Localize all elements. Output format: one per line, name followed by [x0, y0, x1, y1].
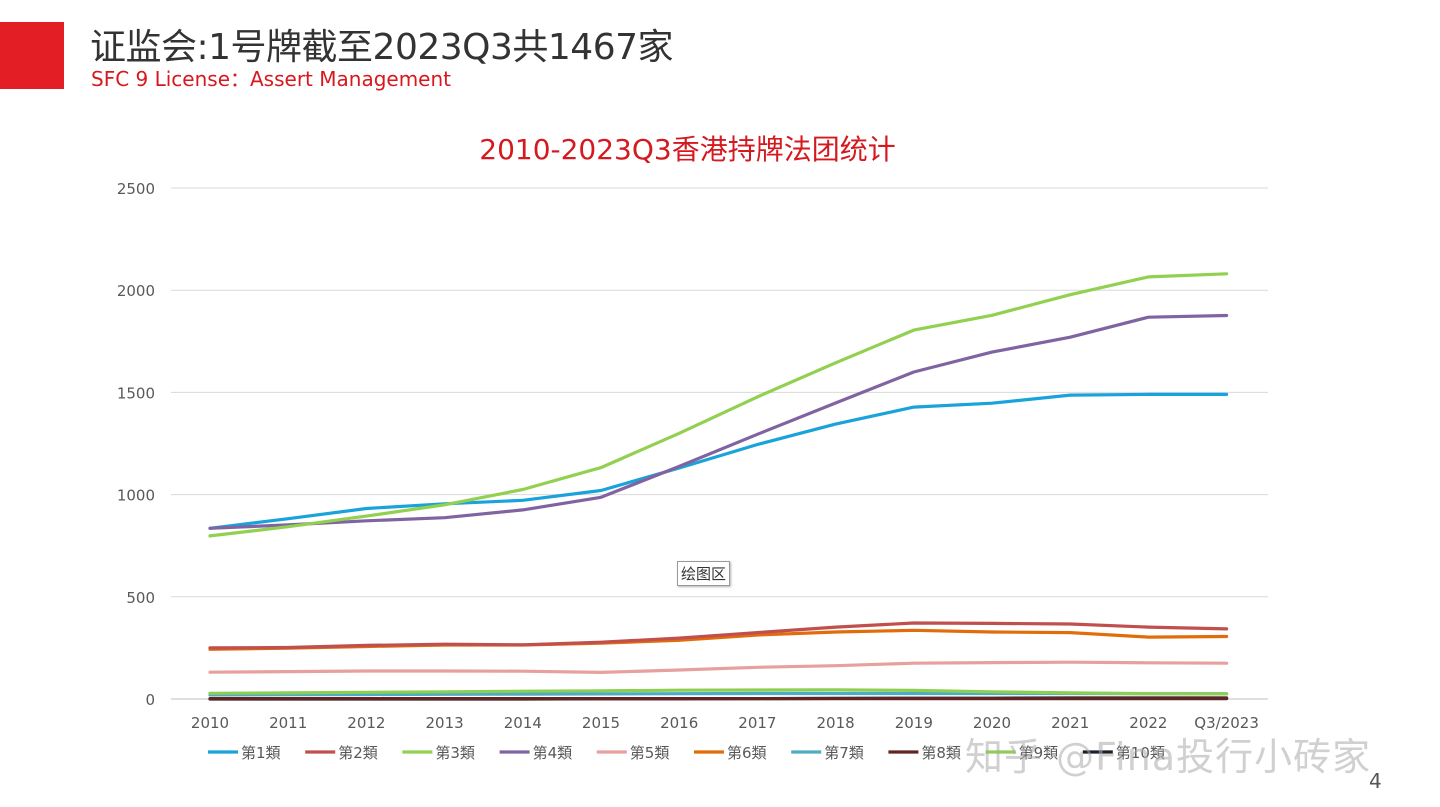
- x-tick-label: 2014: [504, 714, 542, 732]
- series-line-1: [208, 392, 1229, 530]
- legend-label: 第9類: [1019, 744, 1059, 762]
- plot-area-tooltip: 绘图区: [677, 561, 731, 586]
- legend-label: 第1類: [241, 744, 281, 762]
- legend-label: 第2類: [338, 744, 378, 762]
- y-tick-label: 1500: [117, 384, 155, 402]
- series-line-4: [208, 313, 1229, 530]
- series-line-5: [208, 660, 1229, 675]
- series-line-2: [208, 621, 1229, 650]
- legend-label: 第10類: [1116, 744, 1165, 762]
- x-tick-label: 2017: [738, 714, 776, 732]
- legend-label: 第6類: [727, 744, 767, 762]
- legend-label: 第7類: [824, 744, 864, 762]
- x-tick-label: 2016: [660, 714, 698, 732]
- x-tick-label: 2015: [582, 714, 620, 732]
- y-tick-label: 0: [145, 691, 155, 709]
- legend-label: 第5類: [630, 744, 670, 762]
- page-number: 4: [1369, 769, 1382, 793]
- y-tick-label: 500: [126, 589, 155, 607]
- x-tick-label: Q3/2023: [1194, 714, 1259, 732]
- y-tick-label: 2500: [117, 180, 155, 198]
- slide-subtitle: SFC 9 License：Assert Management: [91, 67, 451, 91]
- y-tick-label: 1000: [117, 487, 155, 505]
- x-tick-label: 2021: [1051, 714, 1089, 732]
- x-tick-label: 2020: [973, 714, 1011, 732]
- x-tick-label: 2013: [426, 714, 464, 732]
- legend-label: 第4類: [533, 744, 573, 762]
- x-tick-label: 2019: [895, 714, 933, 732]
- x-tick-label: 2022: [1129, 714, 1167, 732]
- x-tick-label: 2012: [347, 714, 385, 732]
- legend-label: 第3類: [435, 744, 475, 762]
- x-tick-label: 2011: [269, 714, 307, 732]
- x-tick-label: 2018: [817, 714, 855, 732]
- title-accent-bar: [0, 22, 64, 89]
- series-line-9: [208, 688, 1229, 696]
- slide-title: 证监会:1号牌截至2023Q3共1467家: [90, 27, 674, 68]
- y-tick-label: 2000: [117, 282, 155, 300]
- chart-title: 2010-2023Q3香港持牌法团统计: [479, 133, 896, 166]
- x-tick-label: 2010: [191, 714, 229, 732]
- watermark: 知乎 @Fina投行小砖家: [965, 735, 1372, 779]
- series-line-3: [208, 272, 1229, 538]
- legend-label: 第8類: [921, 744, 961, 762]
